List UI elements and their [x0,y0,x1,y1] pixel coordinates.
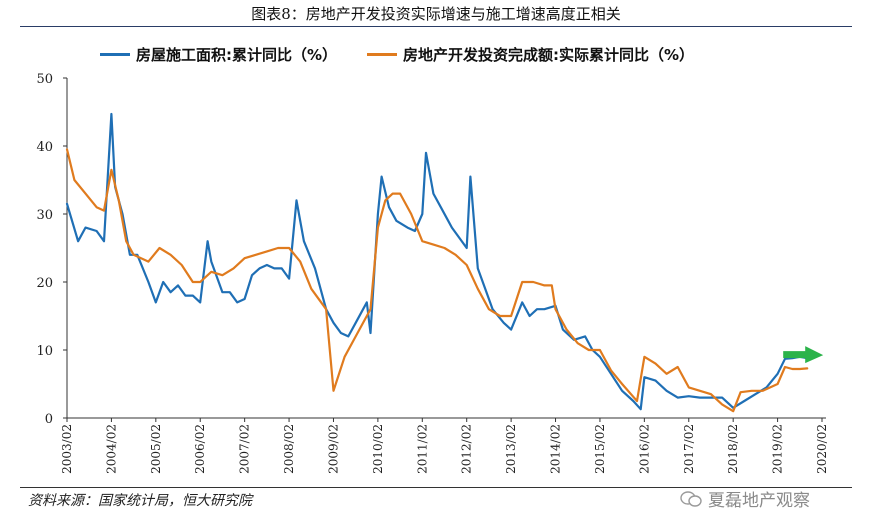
y-tick-label: 20 [36,276,53,291]
x-tick-label: 2006/02 [193,424,207,474]
x-tick-label: 2012/02 [460,424,474,474]
x-tick-label: 2004/02 [104,424,118,474]
x-tick-label: 2013/02 [504,424,518,474]
x-tick-label: 2019/02 [771,424,785,474]
footer-divider [20,487,852,488]
x-tick-label: 2010/02 [371,424,385,474]
y-tick-label: 10 [36,344,53,359]
x-tick-label: 2015/02 [593,424,607,474]
watermark: 夏磊地产观察 [680,486,810,511]
x-tick-label: 2011/02 [415,424,429,474]
x-tick-label: 2008/02 [282,424,296,474]
y-tick-label: 30 [36,208,53,223]
x-tick-label: 2009/02 [326,424,340,474]
x-tick-label: 2003/02 [60,424,74,474]
legend-label-construction: 房屋施工面积:累计同比（%） [136,46,338,64]
x-tick-label: 2020/02 [815,424,829,474]
series-line-investment [65,148,809,413]
legend-swatch-construction [100,53,130,56]
y-tick-label: 0 [45,412,53,427]
watermark-text: 夏磊地产观察 [708,491,810,511]
x-tick-label: 2014/02 [549,424,563,474]
x-tick-label: 2007/02 [238,424,252,474]
trend-arrow-icon [783,346,824,364]
y-tick-label: 40 [36,140,53,155]
x-tick-label: 2017/02 [682,424,696,474]
legend-swatch-investment [367,53,398,56]
y-tick-label: 50 [36,72,53,87]
source-note: 资料来源：国家统计局，恒大研究院 [28,493,252,509]
chat-bubble-icon [680,490,702,507]
legend-item-construction: 房屋施工面积:累计同比（%） [100,44,337,65]
legend-item-investment: 房地产开发投资完成额:实际累计同比（%） [367,44,694,65]
x-tick-label: 2018/02 [726,424,740,474]
chart-legend: 房屋施工面积:累计同比（%） 房地产开发投资完成额:实际累计同比（%） [100,44,694,65]
x-tick-label: 2016/02 [637,424,651,474]
x-tick-label: 2005/02 [149,424,163,474]
figure-title: 图表8：房地产开发投资实际增速与施工增速高度正相关 [251,5,621,23]
title-divider [20,26,852,27]
legend-label-investment: 房地产开发投资完成额:实际累计同比（%） [403,46,695,64]
series-line-construction [65,112,809,411]
